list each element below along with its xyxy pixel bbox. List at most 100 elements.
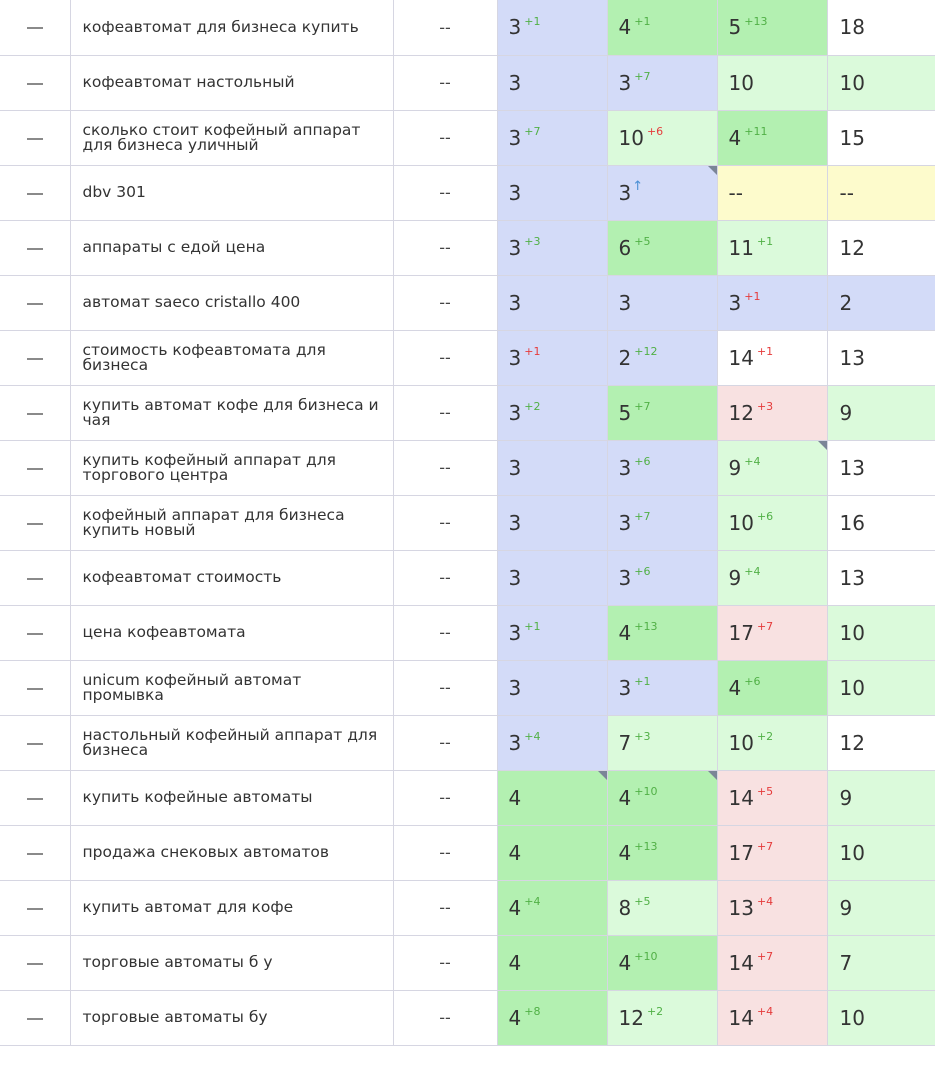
position-cell-c2[interactable]: 3 +1 (606, 659, 718, 716)
position-cell-c2[interactable]: 2 +12 (606, 329, 718, 386)
position-cell-c4[interactable]: 10 (826, 989, 935, 1046)
position-cell-c2[interactable]: 3 +7 (606, 54, 718, 111)
table-row[interactable]: стоимость кофеавтомата для бизнеса -- 3 +1 2… (0, 329, 935, 386)
position-cell-c1[interactable]: 3 (496, 439, 608, 496)
table-row[interactable]: торговые автоматы бу -- 4 +8 12 +2 14 +4 10 (0, 989, 935, 1046)
position-cell-c1[interactable]: 3 (496, 164, 608, 221)
position-cell-c4[interactable]: 13 (826, 439, 935, 496)
position-cell-c1[interactable]: 3 +1 (496, 329, 608, 386)
position-cell-c4[interactable]: 18 (826, 0, 935, 56)
position-value: -- (728, 180, 743, 205)
position-cell-c3[interactable]: -- (716, 164, 828, 221)
position-cell-c3[interactable]: 13 +4 (716, 879, 828, 936)
position-cell-c3[interactable]: 9 +4 (716, 439, 828, 496)
keyword-text: настольный кофейный аппарат для бизнеса (82, 725, 378, 759)
table-row[interactable]: кофеавтомат для бизнеса купить -- 3 +1 4 +1 5 +… (0, 0, 935, 56)
position-cell-c1[interactable]: 4 (496, 824, 608, 881)
position-cell-c2[interactable]: 3 +6 (606, 439, 718, 496)
position-cell-c2[interactable]: 3↑ (606, 164, 718, 221)
position-cell-c4[interactable]: 12 (826, 714, 935, 771)
position-cell-c3[interactable]: 12 +3 (716, 384, 828, 441)
position-cell-c4[interactable]: 10 (826, 659, 935, 716)
position-cell-c2[interactable]: 4 +13 (606, 604, 718, 661)
position-cell-c2[interactable]: 4 +1 (606, 0, 718, 56)
position-cell-c3[interactable]: 3 +1 (716, 274, 828, 331)
position-cell-c4[interactable]: 9 (826, 384, 935, 441)
position-cell-c3[interactable]: 14 +4 (716, 989, 828, 1046)
position-cell-c2[interactable]: 7 +3 (606, 714, 718, 771)
position-cell-c3[interactable]: 9 +4 (716, 549, 828, 606)
position-cell-c2[interactable]: 5 +7 (606, 384, 718, 441)
position-cell-c2[interactable]: 4 +10 (606, 934, 718, 991)
position-cell-c3[interactable]: 10 (716, 54, 828, 111)
position-cell-c3[interactable]: 4 +6 (716, 659, 828, 716)
position-value: 17 (728, 840, 754, 865)
position-cell-c4[interactable]: 10 (826, 824, 935, 881)
position-cell-c2[interactable]: 3 +7 (606, 494, 718, 551)
table-row[interactable]: купить кофейный аппарат для торгового це… (0, 439, 935, 496)
position-cell-c2[interactable]: 6 +5 (606, 219, 718, 276)
position-cell-c1[interactable]: 3 (496, 494, 608, 551)
table-row[interactable]: dbv 301 -- 3 3↑ -- -- (0, 164, 935, 221)
position-cell-c3[interactable]: 11 +1 (716, 219, 828, 276)
position-cell-c1[interactable]: 3 +2 (496, 384, 608, 441)
table-row[interactable]: автомат saeco cristallo 400 -- 3 3 3 +1 2 (0, 274, 935, 331)
table-row[interactable]: продажа снековых автоматов -- 4 4 +13 17 +7 10 (0, 824, 935, 881)
position-cell-c1[interactable]: 3 +7 (496, 109, 608, 166)
position-cell-c2[interactable]: 10 +6 (606, 109, 718, 166)
empty-value-cell: -- (392, 274, 498, 331)
position-cell-c1[interactable]: 3 +1 (496, 604, 608, 661)
position-cell-c3[interactable]: 14 +5 (716, 769, 828, 826)
position-cell-c1[interactable]: 4 (496, 769, 608, 826)
table-row[interactable]: кофеавтомат стоимость -- 3 3 +6 9 +4 13 (0, 549, 935, 606)
table-row[interactable]: купить кофейные автоматы -- 4 4 +10 14 +5 9 (0, 769, 935, 826)
position-cell-c3[interactable]: 10 +6 (716, 494, 828, 551)
position-cell-c4[interactable]: 13 (826, 549, 935, 606)
position-cell-c4[interactable]: 9 (826, 879, 935, 936)
table-row[interactable]: торговые автоматы б у -- 4 4 +10 14 +7 7 (0, 934, 935, 991)
position-cell-c3[interactable]: 17 +7 (716, 824, 828, 881)
position-cell-c3[interactable]: 17 +7 (716, 604, 828, 661)
position-cell-c3[interactable]: 4 +11 (716, 109, 828, 166)
position-cell-c4[interactable]: 10 (826, 54, 935, 111)
table-row[interactable]: unicum кофейный автомат промывка -- 3 3 +1 4 +… (0, 659, 935, 716)
position-cell-c1[interactable]: 4 +8 (496, 989, 608, 1046)
minus-icon (26, 137, 43, 140)
table-row[interactable]: аппараты с едой цена -- 3 +3 6 +5 11 +1 12 (0, 219, 935, 276)
position-cell-c2[interactable]: 4 +10 (606, 769, 718, 826)
position-cell-c4[interactable]: 9 (826, 769, 935, 826)
position-cell-c2[interactable]: 12 +2 (606, 989, 718, 1046)
position-cell-c4[interactable]: 7 (826, 934, 935, 991)
table-row[interactable]: цена кофеавтомата -- 3 +1 4 +13 17 +7 10 (0, 604, 935, 661)
position-cell-c4[interactable]: 2 (826, 274, 935, 331)
position-cell-c1[interactable]: 3 (496, 54, 608, 111)
position-cell-c3[interactable]: 10 +2 (716, 714, 828, 771)
table-row[interactable]: кофейный аппарат для бизнеса купить новы… (0, 494, 935, 551)
position-cell-c2[interactable]: 8 +5 (606, 879, 718, 936)
position-cell-c2[interactable]: 3 (606, 274, 718, 331)
position-cell-c2[interactable]: 4 +13 (606, 824, 718, 881)
table-row[interactable]: купить автомат для кофе -- 4 +4 8 +5 13 +4 9 (0, 879, 935, 936)
position-cell-c1[interactable]: 3 (496, 659, 608, 716)
position-cell-c3[interactable]: 14 +1 (716, 329, 828, 386)
table-row[interactable]: купить автомат кофе для бизнеса и чая -- 3… (0, 384, 935, 441)
position-cell-c1[interactable]: 3 (496, 274, 608, 331)
position-cell-c4[interactable]: -- (826, 164, 935, 221)
table-row[interactable]: настольный кофейный аппарат для бизнеса -… (0, 714, 935, 771)
position-cell-c1[interactable]: 4 +4 (496, 879, 608, 936)
position-cell-c4[interactable]: 15 (826, 109, 935, 166)
position-cell-c1[interactable]: 3 +1 (496, 0, 608, 56)
position-cell-c1[interactable]: 3 (496, 549, 608, 606)
position-cell-c4[interactable]: 10 (826, 604, 935, 661)
table-row[interactable]: кофеавтомат настольный -- 3 3 +7 10 10 (0, 54, 935, 111)
position-cell-c3[interactable]: 5 +13 (716, 0, 828, 56)
position-cell-c4[interactable]: 16 (826, 494, 935, 551)
table-row[interactable]: сколько стоит кофейный аппарат для бизне… (0, 109, 935, 166)
position-cell-c4[interactable]: 13 (826, 329, 935, 386)
position-cell-c1[interactable]: 3 +4 (496, 714, 608, 771)
position-cell-c1[interactable]: 4 (496, 934, 608, 991)
position-cell-c4[interactable]: 12 (826, 219, 935, 276)
position-cell-c1[interactable]: 3 +3 (496, 219, 608, 276)
position-cell-c3[interactable]: 14 +7 (716, 934, 828, 991)
position-cell-c2[interactable]: 3 +6 (606, 549, 718, 606)
